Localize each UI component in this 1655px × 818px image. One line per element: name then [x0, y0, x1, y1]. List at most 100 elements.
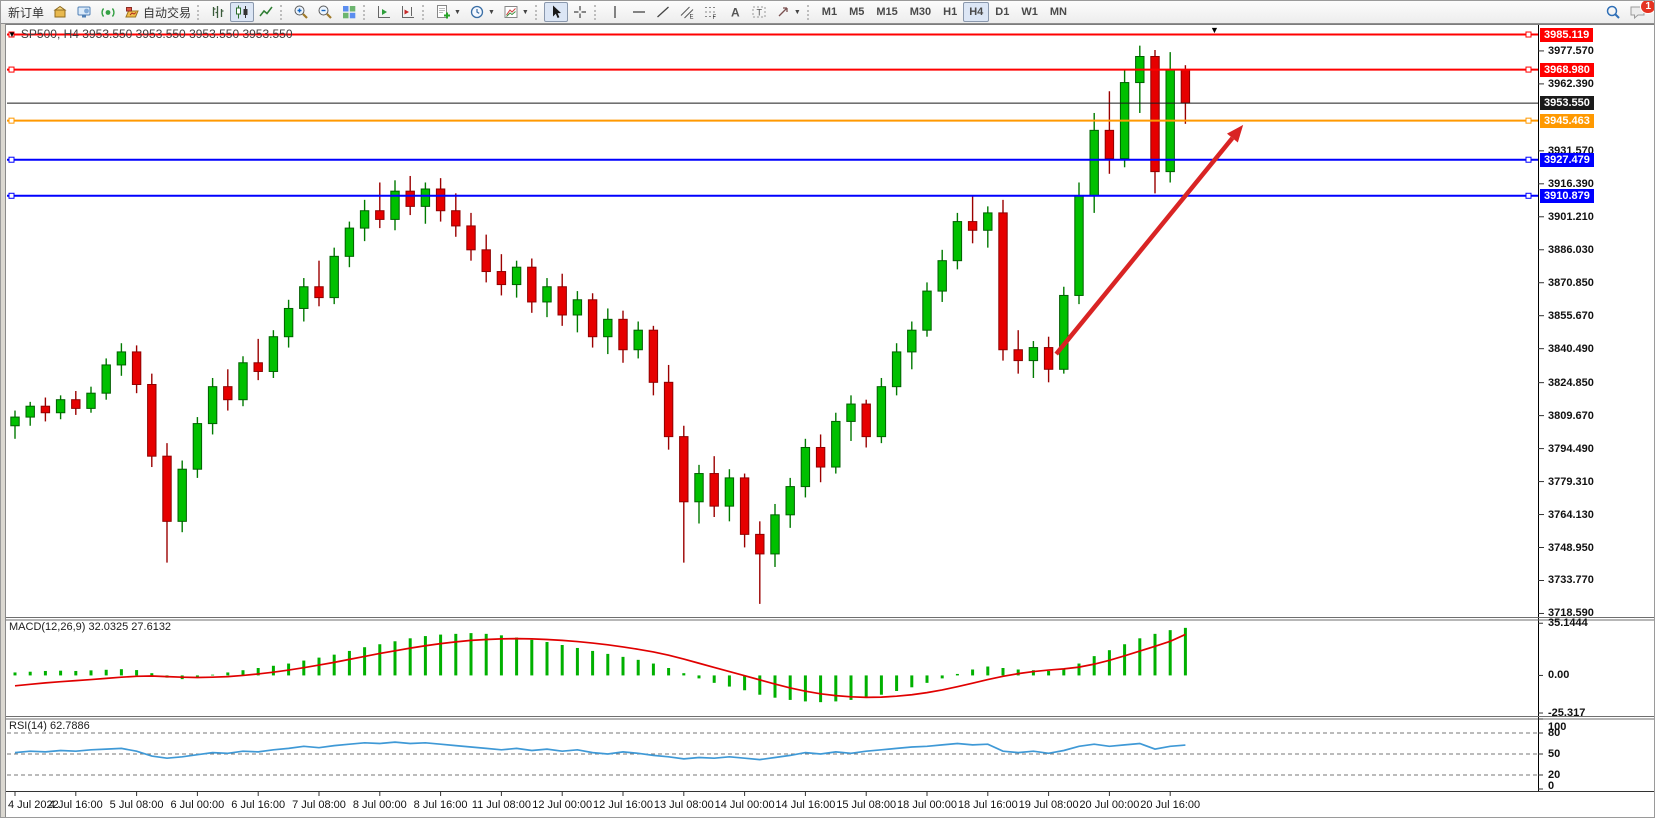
chart-shift-button[interactable] [396, 2, 420, 22]
timeframe-label: W1 [1021, 6, 1038, 18]
tile-windows-button[interactable] [337, 2, 361, 22]
templates-button[interactable]: ▼ [499, 2, 533, 22]
add-indicator-icon [435, 4, 451, 20]
dropdown-caret-icon: ▼ [487, 8, 495, 16]
timeframe-m15-button[interactable]: M15 [870, 2, 903, 22]
toolbar-grip [280, 4, 285, 20]
equidistant-channel-icon: E [679, 4, 695, 20]
collapse-indicator-icon[interactable]: ▼ [8, 29, 16, 39]
auto-trading-label: 自动交易 [143, 5, 192, 20]
trend-arrow [1054, 136, 1235, 356]
timeframe-label: H1 [943, 6, 958, 18]
cursor-button[interactable] [543, 2, 568, 22]
clock-icon [469, 4, 485, 20]
timeframe-d1-button[interactable]: D1 [989, 2, 1015, 22]
search-icon [1605, 4, 1621, 20]
zoom-out-icon [317, 4, 333, 20]
gold-box-icon [52, 4, 68, 20]
arrows-icon [775, 4, 791, 20]
auto-trading-button[interactable]: 自动交易 [120, 2, 195, 22]
tile-windows-icon [341, 4, 357, 20]
horizontal-line-icon [631, 4, 647, 20]
terminal-button[interactable] [72, 2, 96, 22]
arrows-tool-button[interactable]: ▼ [771, 2, 805, 22]
dropdown-caret-icon: ▼ [454, 8, 461, 16]
dropdown-caret-icon: ▼ [793, 8, 801, 16]
market-box-button[interactable] [48, 2, 72, 22]
search-button[interactable] [1601, 2, 1625, 22]
auto-scroll-icon [376, 4, 392, 20]
monitor-icon [76, 4, 92, 20]
trendline-button[interactable] [651, 2, 675, 22]
text-icon: A [727, 4, 743, 20]
timeframe-label: M5 [849, 6, 865, 18]
horizontal-line-button[interactable] [627, 2, 651, 22]
chart-title: ▼ SP500, H4 3953.550 3953.550 3953.550 3… [8, 27, 293, 41]
crosshair-icon [572, 4, 588, 20]
fibonacci-icon: F [703, 4, 719, 20]
chart-candles-button[interactable] [230, 2, 255, 22]
timeframe-m30-button[interactable]: M30 [904, 2, 937, 22]
timeframe-h4-button[interactable]: H4 [963, 2, 990, 22]
candlestick-icon [234, 4, 250, 20]
chart-line-button[interactable] [254, 2, 278, 22]
timeframe-label: M15 [876, 6, 898, 18]
signals-button[interactable] [96, 2, 120, 22]
main-toolbar: 新订单 自动交易 ▼ ▼ ▼ E F A T ▼ [1, 1, 1654, 24]
timeframe-h1-button[interactable]: H1 [937, 2, 963, 22]
window-left-edge [1, 24, 6, 817]
cursor-icon [548, 4, 564, 20]
toolbar-grip [363, 4, 368, 20]
svg-text:T: T [756, 8, 762, 18]
toolbar-grip [422, 4, 427, 20]
trendline-icon [655, 4, 671, 20]
timeframe-label: H4 [969, 6, 984, 18]
vertical-line-button[interactable] [603, 2, 627, 22]
toolbar-grip [593, 4, 599, 20]
svg-text:F: F [712, 15, 716, 20]
timeframe-label: D1 [995, 6, 1010, 18]
chart-shift-icon [400, 4, 416, 20]
macd-label: MACD(12,26,9) 32.0325 27.6132 [9, 621, 172, 633]
timeframe-m5-button[interactable]: M5 [843, 2, 870, 22]
zoom-out-button[interactable] [313, 2, 337, 22]
toolbar-grip [197, 4, 202, 20]
toolbar-grip [534, 4, 540, 20]
timeframe-label: M1 [821, 6, 838, 18]
vertical-line-icon [607, 4, 623, 20]
template-chart-icon [503, 4, 519, 20]
zoom-in-button[interactable] [289, 2, 313, 22]
toolbar-grip [806, 4, 812, 20]
timeframe-m1-button[interactable]: M1 [816, 2, 843, 22]
text-label-button[interactable]: T [747, 2, 771, 22]
new-order-button[interactable]: 新订单 [4, 2, 48, 22]
fibonacci-button[interactable]: F [699, 2, 723, 22]
periods-button[interactable]: ▼ [465, 2, 499, 22]
text-button[interactable]: A [723, 2, 747, 22]
text-label-icon: T [751, 4, 767, 20]
notification-badge: 1 [1640, 1, 1654, 14]
timeframe-label: M30 [909, 6, 932, 18]
notifications-button[interactable]: 1 [1625, 1, 1654, 22]
bar-chart-icon [210, 4, 226, 20]
indicators-button[interactable]: ▼ [431, 2, 465, 22]
new-order-label: 新订单 [8, 5, 45, 20]
rsi-label: RSI(14) 62.7886 [9, 720, 90, 732]
timeframe-w1-button[interactable]: W1 [1015, 2, 1044, 22]
zoom-in-icon [293, 4, 309, 20]
crosshair-button[interactable] [568, 2, 592, 22]
svg-text:E: E [689, 15, 693, 21]
line-chart-icon [258, 4, 274, 20]
timeframe-mn-button[interactable]: MN [1044, 2, 1073, 22]
chart-bars-button[interactable] [206, 2, 230, 22]
channel-button[interactable]: E [675, 2, 699, 22]
chart-title-text: SP500, H4 3953.550 3953.550 3953.550 395… [20, 27, 293, 41]
timeframe-label: MN [1049, 6, 1067, 18]
signal-radio-icon [100, 4, 116, 20]
auto-scroll-button[interactable] [372, 2, 396, 22]
svg-text:A: A [731, 6, 740, 20]
auto-trading-icon [124, 4, 140, 20]
chart-shift-marker-icon[interactable]: ▼ [1210, 25, 1219, 35]
